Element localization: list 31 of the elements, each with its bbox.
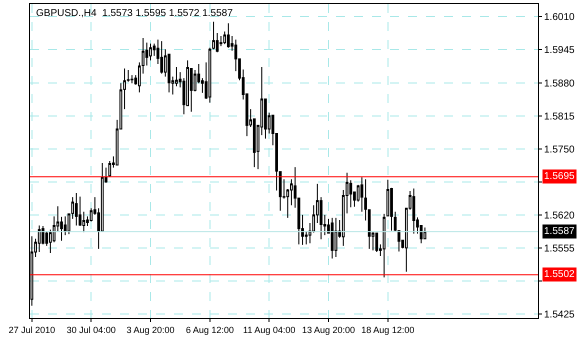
candlestick (168, 53, 170, 93)
candlestick (412, 188, 416, 234)
y-tick-label: 1.5555 (544, 243, 576, 254)
y-tick-label: 1.5815 (544, 111, 576, 122)
y-tick-label: 1.5620 (544, 210, 576, 222)
x-tick-label: 30 Jul 04:00 (66, 324, 116, 335)
x-tick-label: 13 Aug 20:00 (302, 324, 356, 335)
ref-line-label: 1.5587 (544, 226, 576, 237)
candlestick (382, 213, 386, 278)
candlestick (330, 217, 334, 260)
candlestick (78, 196, 82, 227)
y-tick-label: 1.5425 (544, 309, 576, 320)
ref-line-label: 1.5502 (544, 269, 576, 280)
y-tick-label: 1.6010 (544, 12, 576, 24)
x-tick-label: 27 Jul 2010 (8, 324, 56, 335)
candlestick (226, 22, 230, 48)
candlestick (375, 232, 378, 252)
candlestick (334, 217, 338, 258)
candlestick (160, 40, 164, 74)
chart-title: GBPUSD.,H4 1.5573 1.5595 1.5572 1.5587 (36, 8, 234, 19)
y-tick-label: 1.5880 (544, 78, 576, 90)
x-tick-label: 6 Aug 12:00 (186, 324, 234, 335)
candlestick (74, 192, 78, 226)
candlestick (424, 227, 426, 240)
x-tick-label: 3 Aug 20:00 (126, 324, 175, 335)
ref-line-label: 1.5695 (544, 171, 576, 182)
candlestick (108, 160, 112, 178)
x-tick-label: 11 Aug 04:00 (242, 324, 296, 335)
y-tick-label: 1.5945 (544, 45, 576, 56)
y-tick-label: 1.5750 (544, 144, 576, 156)
x-tick-label: 18 Aug 12:00 (361, 324, 414, 335)
